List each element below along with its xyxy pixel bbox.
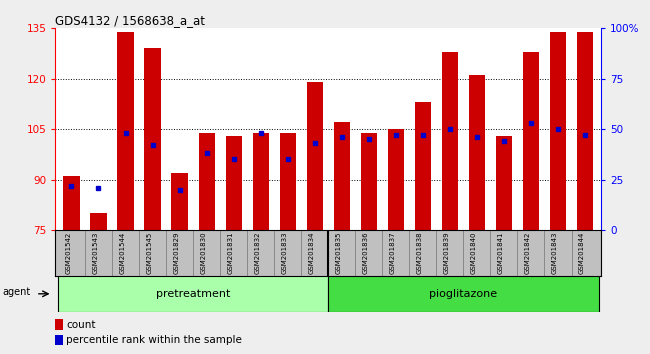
Bar [63,176,79,230]
Bar [118,32,134,230]
Text: GSM201836: GSM201836 [363,232,369,274]
Text: agent: agent [3,287,31,297]
Text: GSM201838: GSM201838 [417,232,423,274]
Bar [442,52,458,230]
Bar [387,129,404,230]
Bar [172,173,188,230]
Text: GSM201543: GSM201543 [92,232,99,274]
Text: GSM201840: GSM201840 [471,232,477,274]
Text: pretreatment: pretreatment [156,289,230,299]
Bar [307,82,323,230]
Bar [198,133,214,230]
Text: GSM201844: GSM201844 [579,232,585,274]
Text: GSM201829: GSM201829 [174,232,179,274]
Text: GSM201843: GSM201843 [552,232,558,274]
Text: GSM201837: GSM201837 [390,232,396,274]
Bar [58,276,328,312]
Text: GDS4132 / 1568638_a_at: GDS4132 / 1568638_a_at [55,14,205,27]
Bar [550,32,566,230]
Bar [144,48,161,230]
Text: GSM201832: GSM201832 [255,232,261,274]
Bar [226,136,242,230]
Text: GSM201545: GSM201545 [146,232,153,274]
Bar [328,276,599,312]
Text: GSM201830: GSM201830 [201,232,207,274]
Bar [577,32,593,230]
Bar [361,133,377,230]
Bar [415,102,431,230]
Bar [55,319,63,330]
Bar [253,133,269,230]
Text: GSM201835: GSM201835 [336,232,342,274]
Text: GSM201834: GSM201834 [309,232,315,274]
Text: GSM201841: GSM201841 [498,232,504,274]
Bar [523,52,539,230]
Bar [333,122,350,230]
Text: GSM201542: GSM201542 [66,232,72,274]
Text: GSM201544: GSM201544 [120,232,125,274]
Text: GSM201833: GSM201833 [281,232,288,274]
Text: GSM201839: GSM201839 [444,232,450,274]
Bar [469,75,485,230]
Text: count: count [66,320,96,330]
Bar [55,335,63,345]
Text: percentile rank within the sample: percentile rank within the sample [66,335,242,345]
Bar [280,133,296,230]
Text: GSM201831: GSM201831 [227,232,233,274]
Bar [496,136,512,230]
Bar [90,213,107,230]
Text: pioglitazone: pioglitazone [430,289,497,299]
Text: GSM201842: GSM201842 [525,232,531,274]
